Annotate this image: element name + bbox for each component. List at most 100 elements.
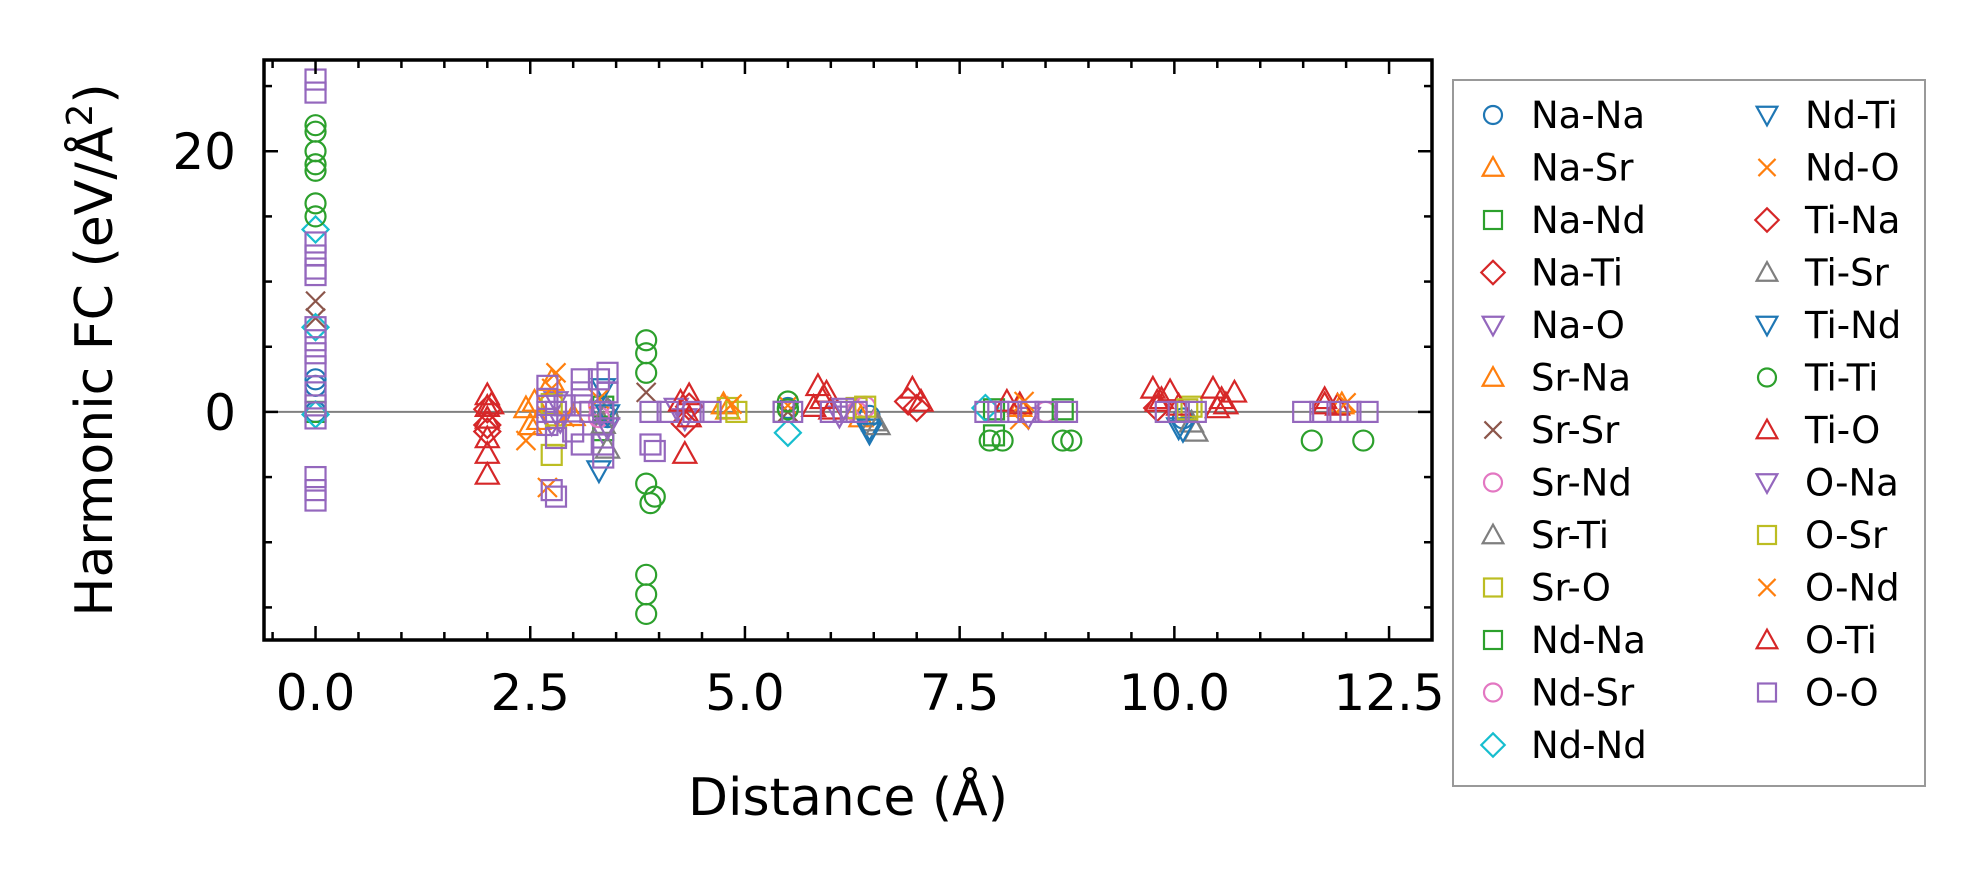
y-axis-label: Harmonic FC (eV/Å2) <box>60 83 125 616</box>
legend-marker <box>1754 315 1780 338</box>
legend-marker <box>1754 259 1780 282</box>
data-point <box>553 394 576 417</box>
data-point <box>304 407 327 430</box>
data-point <box>800 392 828 417</box>
data-point <box>1167 400 1190 424</box>
data-point <box>856 422 883 447</box>
data-point <box>1055 400 1079 424</box>
legend-frame <box>1452 79 1926 787</box>
data-point <box>1292 400 1315 424</box>
legend: Na-Na Na-Sr Na-Nd Na-Ti Na-O Sr-Na Sr-Sr Sr-Nd S… <box>1452 79 1926 787</box>
legend-marker <box>1756 524 1778 546</box>
data-point <box>1006 392 1034 417</box>
legend-label: O-Sr <box>1805 514 1888 557</box>
data-point <box>545 362 567 384</box>
legend-label: Sr-Sr <box>1531 409 1620 452</box>
legend-item: Na-Na <box>1482 94 1645 137</box>
data-point <box>304 257 327 280</box>
legend-label: Sr-Ti <box>1531 514 1609 557</box>
data-point <box>473 392 501 417</box>
legend-label: Sr-Nd <box>1531 462 1632 505</box>
data-point <box>304 192 327 215</box>
legend-item: O-O <box>1756 672 1879 715</box>
data-point <box>716 396 739 420</box>
data-point <box>1184 400 1207 424</box>
legend-marker <box>1480 364 1506 387</box>
data-point <box>521 387 548 412</box>
legend-item: Sr-O <box>1482 567 1611 610</box>
data-point <box>987 400 1010 424</box>
x-tick-label: 10.0 <box>1119 664 1230 722</box>
data-point <box>305 290 326 312</box>
data-point <box>639 492 662 515</box>
data-point <box>993 387 1021 412</box>
data-point <box>515 430 537 451</box>
data-point <box>1221 378 1248 403</box>
legend-marker <box>1754 105 1780 128</box>
data-point <box>570 368 593 391</box>
legend-marker <box>1756 367 1778 388</box>
legend-label: Sr-O <box>1531 567 1611 610</box>
data-point <box>1339 400 1362 424</box>
data-point <box>830 397 858 422</box>
data-point <box>304 244 327 267</box>
data-point <box>699 400 722 424</box>
data-points <box>300 68 1379 626</box>
legend-marker <box>1480 315 1506 338</box>
data-point <box>667 387 694 412</box>
data-point <box>982 398 1006 421</box>
legend-label: Ti-Nd <box>1804 304 1901 347</box>
legend-marker <box>1482 209 1504 231</box>
data-point <box>536 374 559 397</box>
data-point <box>592 446 615 469</box>
legend-marker <box>1482 104 1504 126</box>
data-point <box>536 387 559 410</box>
data-point <box>656 400 679 424</box>
data-point <box>635 382 657 403</box>
data-point <box>304 120 327 143</box>
data-point <box>991 429 1014 452</box>
x-tick-label: 12.5 <box>1333 664 1444 722</box>
data-point <box>635 563 658 586</box>
data-point <box>304 394 327 417</box>
data-point <box>635 583 658 606</box>
data-point <box>1051 398 1074 421</box>
legend-item: O-Ti <box>1754 619 1877 662</box>
legend-label: Nd-Sr <box>1531 672 1635 715</box>
legend-item: Na-Ti <box>1479 252 1623 295</box>
data-point <box>856 418 883 443</box>
data-point <box>1199 374 1227 399</box>
data-point <box>643 439 666 463</box>
data-point <box>544 426 568 450</box>
data-point <box>304 381 327 404</box>
x-axis-label: Distance (Å) <box>688 766 1008 828</box>
data-point <box>562 420 585 443</box>
legend-item: Ti-Sr <box>1754 252 1890 295</box>
legend-item: Ti-Na <box>1753 199 1900 242</box>
data-point <box>1143 387 1171 412</box>
legend-item: Sr-Ti <box>1480 514 1609 557</box>
data-point <box>304 231 327 254</box>
data-point <box>643 485 666 508</box>
data-point <box>1356 400 1379 424</box>
data-point <box>671 439 699 464</box>
data-point <box>592 433 615 456</box>
legend-marker <box>1754 473 1780 496</box>
data-point <box>978 429 1001 452</box>
data-point <box>721 393 743 415</box>
data-point <box>808 385 836 410</box>
legend-label: Ti-Ti <box>1804 357 1878 400</box>
data-point <box>516 411 544 436</box>
legend-label: Nd-O <box>1805 147 1900 190</box>
data-point <box>781 400 804 424</box>
data-point <box>300 312 331 342</box>
data-point <box>1203 394 1231 419</box>
data-point <box>300 214 331 244</box>
data-point <box>639 433 662 456</box>
legend-items: Na-Na Na-Sr Na-Nd Na-Ti Na-O Sr-Na Sr-Sr Sr-Nd S… <box>1479 94 1901 767</box>
legend-marker <box>1480 522 1506 545</box>
legend-label: Ti-Na <box>1804 199 1900 242</box>
data-point <box>304 368 327 391</box>
legend-label: Na-Nd <box>1531 199 1646 242</box>
data-point <box>1326 400 1349 424</box>
